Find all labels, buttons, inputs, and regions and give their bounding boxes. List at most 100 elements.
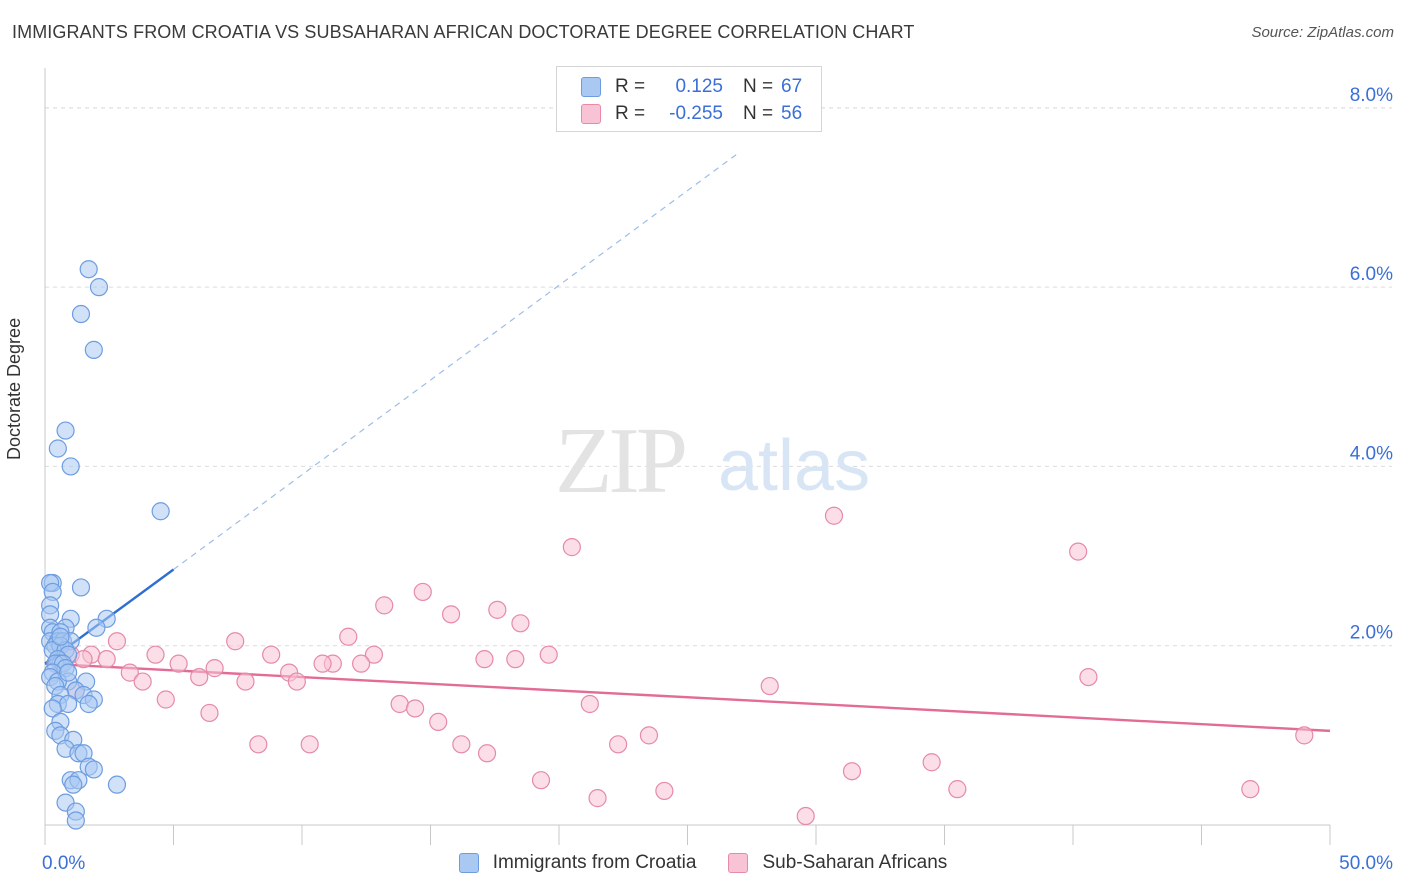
africa-point	[413, 582, 432, 602]
croatia-point	[79, 694, 98, 714]
africa-point	[1295, 726, 1314, 745]
africa-point	[364, 645, 384, 664]
n-value: 67	[781, 76, 803, 97]
africa-point	[655, 781, 674, 801]
legend-label: Sub-Saharan Africans	[762, 852, 948, 873]
africa-point	[1079, 667, 1098, 687]
croatia-point	[56, 421, 75, 440]
africa-point	[226, 632, 245, 651]
africa-point	[1069, 542, 1088, 561]
africa-point	[760, 676, 779, 696]
africa-point	[146, 645, 165, 664]
africa-point	[249, 735, 268, 754]
croatia-point	[48, 439, 67, 458]
gridlines	[45, 107, 1392, 647]
legend-row-africa: R = -0.255 N = 56	[581, 102, 802, 126]
africa-point	[511, 614, 530, 633]
africa-point	[506, 650, 525, 669]
series-legend: Immigrants from Croatia Sub-Saharan Afri…	[0, 852, 1406, 874]
x-tick-label: 50.0%	[1339, 853, 1393, 874]
africa-swatch	[728, 853, 749, 873]
croatia-point	[66, 811, 85, 830]
africa-point	[287, 672, 306, 691]
africa-point	[205, 659, 224, 678]
croatia-swatch	[458, 853, 479, 873]
source-credit: Source: ZipAtlas.com	[1251, 24, 1394, 41]
africa-point	[441, 605, 461, 624]
africa-point	[339, 627, 358, 646]
n-label: N =	[743, 103, 774, 124]
africa-point	[475, 650, 494, 669]
y-tick-label: 6.0%	[1350, 264, 1393, 285]
legend-item-croatia[interactable]: Immigrants from Croatia	[458, 852, 697, 874]
croatia-swatch	[581, 77, 601, 97]
africa-point	[452, 735, 471, 754]
y-tick-label: 4.0%	[1350, 443, 1393, 464]
africa-point	[609, 735, 628, 754]
africa-point	[588, 789, 607, 808]
croatia-point	[79, 260, 98, 279]
africa-point	[156, 690, 175, 709]
croatia-point	[43, 699, 62, 718]
watermark-zip: ZIP	[555, 409, 685, 513]
legend-label: Immigrants from Croatia	[492, 852, 697, 873]
legend-item-africa[interactable]: Sub-Saharan Africans	[728, 852, 947, 874]
africa-point	[236, 672, 255, 691]
data-points	[41, 260, 1314, 830]
africa-point	[107, 632, 127, 651]
africa-point	[300, 735, 319, 754]
croatia-point	[64, 775, 83, 794]
africa-point	[1241, 780, 1260, 799]
croatia-point	[151, 502, 170, 521]
africa-point	[74, 650, 93, 669]
africa-trend-line	[44, 662, 1331, 733]
croatia-point	[87, 618, 106, 637]
croatia-point	[51, 627, 70, 646]
chart-title: IMMIGRANTS FROM CROATIA VS SUBSAHARAN AF…	[12, 22, 915, 42]
tick-labels: 2.0% 4.0% 6.0% 8.0% 0.0% 50.0%	[42, 85, 1393, 874]
watermark-atlas: atlas	[718, 426, 870, 506]
africa-point	[477, 744, 497, 763]
y-tick-label: 2.0%	[1350, 623, 1393, 644]
africa-point	[580, 694, 599, 714]
africa-point	[842, 762, 862, 781]
croatia-trend-extension	[173, 152, 740, 571]
croatia-point	[89, 278, 109, 297]
croatia-point	[107, 775, 127, 794]
r-value: -0.255	[669, 103, 723, 124]
legend-row-croatia: R = 0.125 N = 67	[581, 75, 802, 99]
croatia-point	[84, 760, 103, 779]
africa-point	[352, 654, 371, 673]
africa-point	[429, 712, 448, 732]
africa-point	[562, 538, 581, 557]
africa-point	[169, 654, 188, 673]
africa-swatch	[581, 104, 601, 124]
africa-point	[200, 703, 219, 723]
croatia-point	[84, 340, 103, 359]
croatia-point	[59, 663, 78, 682]
africa-point	[190, 667, 209, 687]
croatia-point	[71, 304, 91, 324]
africa-point	[405, 699, 425, 718]
r-label: R =	[615, 103, 646, 124]
r-label: R =	[615, 76, 646, 97]
africa-point	[539, 645, 558, 664]
africa-point	[120, 663, 139, 682]
africa-point	[488, 600, 507, 619]
africa-point	[796, 806, 815, 826]
africa-point	[531, 771, 551, 790]
n-label: N =	[743, 76, 774, 97]
croatia-point	[59, 694, 78, 714]
africa-point	[922, 753, 941, 772]
africa-point	[639, 726, 659, 745]
africa-point	[133, 672, 152, 691]
stats-legend: R = 0.125 N = 67 R = -0.255 N = 56	[556, 66, 822, 132]
africa-point	[948, 780, 967, 799]
croatia-point	[61, 457, 80, 476]
africa-point	[313, 654, 332, 673]
africa-point	[375, 596, 394, 615]
africa-point	[262, 645, 281, 664]
africa-point	[97, 650, 116, 669]
axes	[44, 68, 1331, 845]
